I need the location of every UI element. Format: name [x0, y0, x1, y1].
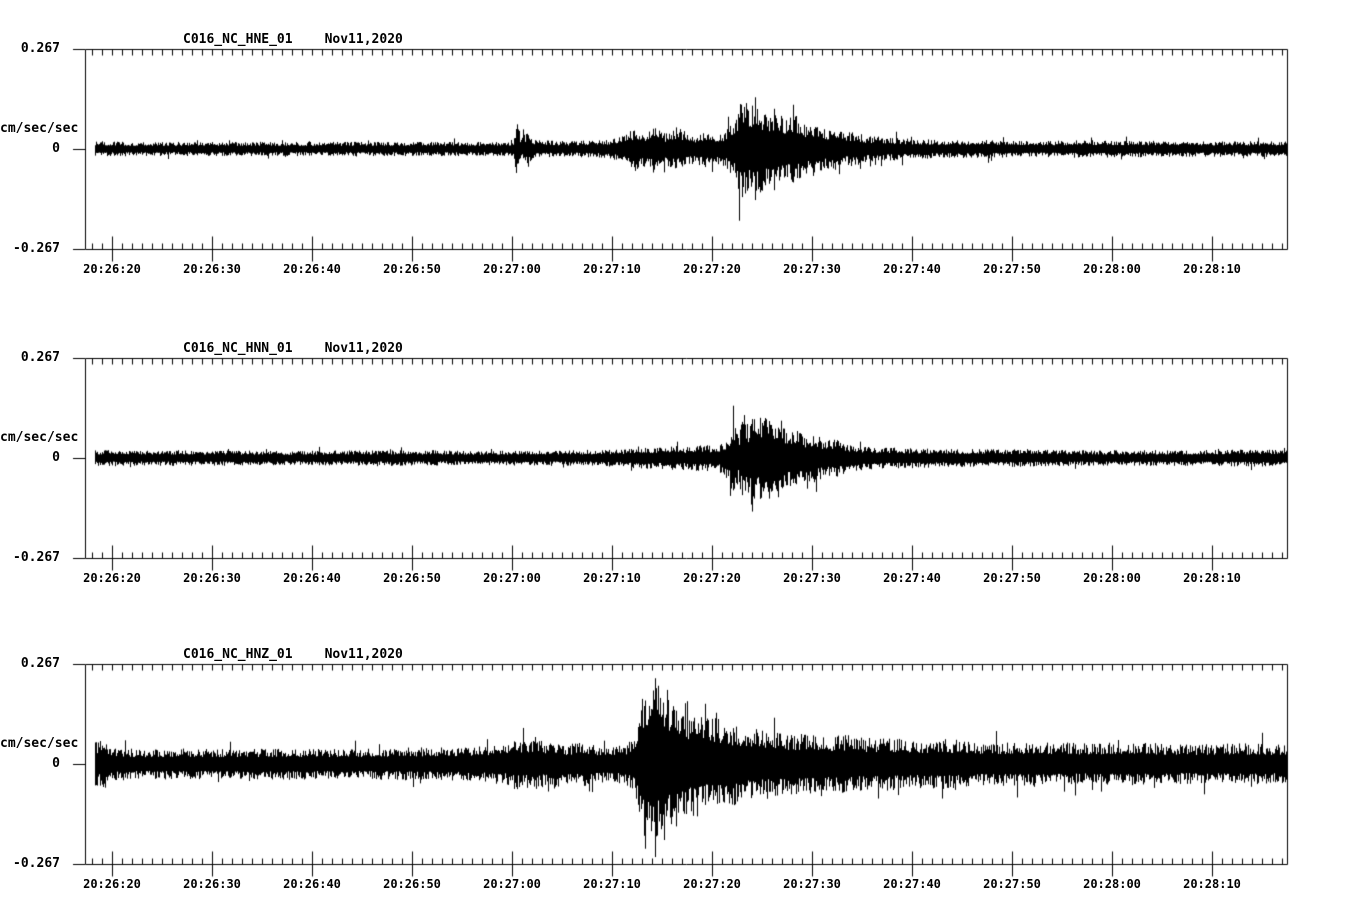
x-axis-tick-label: 20:27:10	[583, 262, 641, 276]
x-axis-tick-label: 20:26:50	[383, 571, 441, 585]
y-axis-min-label: -0.267	[13, 856, 60, 871]
x-axis-tick-label: 20:26:30	[183, 571, 241, 585]
trace-id-label: C016_NC_HNN_01	[183, 341, 293, 356]
x-axis-tick-label: 20:28:10	[1183, 262, 1241, 276]
x-axis-tick-label: 20:26:20	[83, 571, 141, 585]
trace-id-label: C016_NC_HNZ_01	[183, 647, 293, 662]
x-axis-tick-label: 20:26:50	[383, 877, 441, 891]
y-axis-zero-label: 0	[52, 141, 60, 156]
trace-date-label: Nov11,2020	[324, 341, 403, 356]
x-axis-tick-label: 20:28:00	[1083, 262, 1141, 276]
x-axis-tick-label: 20:27:20	[683, 571, 741, 585]
x-axis-tick-label: 20:28:00	[1083, 877, 1141, 891]
y-axis-min-label: -0.267	[13, 550, 60, 565]
x-axis-tick-label: 20:27:00	[483, 571, 541, 585]
x-axis-tick-label: 20:26:30	[183, 877, 241, 891]
y-axis-unit-label: cm/sec/sec	[0, 121, 79, 136]
x-axis-tick-label: 20:27:50	[983, 877, 1041, 891]
plot-title: C016_NC_HNE_01 Nov11,2020	[183, 33, 403, 47]
x-axis-tick-label: 20:27:40	[883, 571, 941, 585]
x-axis-tick-label: 20:27:10	[583, 571, 641, 585]
x-axis-tick-label: 20:27:20	[683, 262, 741, 276]
x-axis-labels: 20:26:20 20:26:30 20:26:40 20:26:50 20:27:00…	[0, 262, 1358, 278]
y-axis-max-label: 0.267	[20, 656, 60, 671]
y-axis-unit-label: cm/sec/sec	[0, 736, 79, 751]
x-axis-tick-label: 20:27:20	[683, 877, 741, 891]
y-axis-zero-label: 0	[52, 756, 60, 771]
y-axis-unit-label: cm/sec/sec	[0, 430, 79, 445]
x-axis-tick-label: 20:27:00	[483, 262, 541, 276]
plot-title: C016_NC_HNN_01 Nov11,2020	[183, 342, 403, 356]
x-axis-tick-label: 20:28:10	[1183, 877, 1241, 891]
trace-date-label: Nov11,2020	[324, 647, 403, 662]
x-axis-tick-label: 20:26:50	[383, 262, 441, 276]
x-axis-tick-label: 20:27:50	[983, 571, 1041, 585]
plot-title: C016_NC_HNZ_01 Nov11,2020	[183, 648, 403, 662]
trace-id-label: C016_NC_HNE_01	[183, 32, 293, 47]
x-axis-tick-label: 20:26:40	[283, 571, 341, 585]
x-axis-tick-label: 20:27:50	[983, 262, 1041, 276]
y-axis-zero-label: 0	[52, 450, 60, 465]
trace-date-label: Nov11,2020	[324, 32, 403, 47]
x-axis-tick-label: 20:26:40	[283, 262, 341, 276]
x-axis-tick-label: 20:26:20	[83, 262, 141, 276]
x-axis-tick-label: 20:27:30	[783, 262, 841, 276]
x-axis-tick-label: 20:26:30	[183, 262, 241, 276]
y-axis-max-label: 0.267	[20, 350, 60, 365]
x-axis-labels: 20:26:20 20:26:30 20:26:40 20:26:50 20:27:00…	[0, 571, 1358, 587]
x-axis-tick-label: 20:27:10	[583, 877, 641, 891]
x-axis-tick-label: 20:26:40	[283, 877, 341, 891]
x-axis-tick-label: 20:26:20	[83, 877, 141, 891]
x-axis-tick-label: 20:27:30	[783, 877, 841, 891]
x-axis-tick-label: 20:27:00	[483, 877, 541, 891]
x-axis-tick-label: 20:28:00	[1083, 571, 1141, 585]
x-axis-tick-label: 20:27:30	[783, 571, 841, 585]
x-axis-labels: 20:26:20 20:26:30 20:26:40 20:26:50 20:27:00…	[0, 877, 1358, 893]
x-axis-tick-label: 20:28:10	[1183, 571, 1241, 585]
y-axis-max-label: 0.267	[20, 41, 60, 56]
y-axis-min-label: -0.267	[13, 241, 60, 256]
x-axis-tick-label: 20:27:40	[883, 262, 941, 276]
x-axis-tick-label: 20:27:40	[883, 877, 941, 891]
